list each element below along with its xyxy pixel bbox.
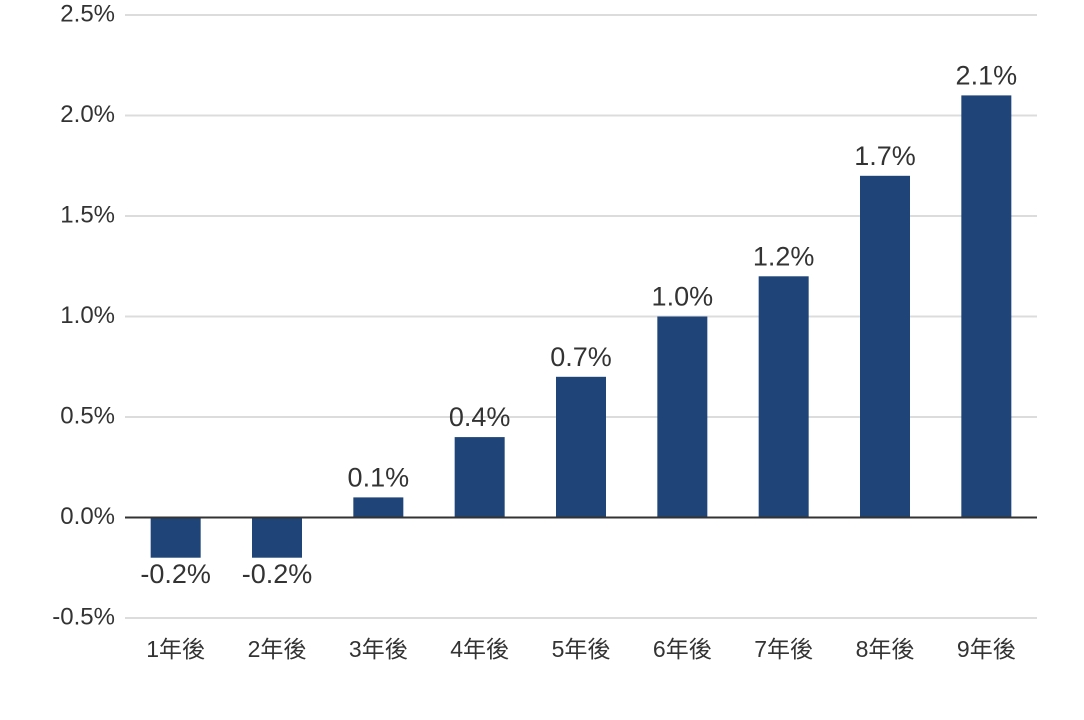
bar <box>353 497 404 518</box>
y-tick-label: 2.0% <box>60 101 115 128</box>
x-tick-label: 9年後 <box>957 636 1016 662</box>
x-tick-label: 1年後 <box>146 636 205 662</box>
y-tick-label: 1.5% <box>60 201 115 228</box>
value-label: 0.1% <box>348 463 410 493</box>
bar <box>252 517 302 558</box>
x-tick-label: 2年後 <box>248 636 307 662</box>
y-tick-label: -0.5% <box>52 603 115 630</box>
bar <box>961 95 1012 518</box>
value-label: 1.7% <box>854 141 916 171</box>
x-tick-label: 7年後 <box>754 636 813 662</box>
bar <box>150 517 201 558</box>
y-tick-label: 2.5% <box>60 0 115 27</box>
bar <box>758 276 809 518</box>
bar <box>860 175 910 518</box>
value-label: -0.2% <box>140 559 211 589</box>
y-tick-label: 0.5% <box>60 402 115 429</box>
x-tick-label: 8年後 <box>856 636 915 662</box>
value-label: 0.4% <box>449 402 511 432</box>
x-tick-label: 6年後 <box>653 636 712 662</box>
bar <box>454 437 505 518</box>
x-tick-label: 3年後 <box>349 636 408 662</box>
x-tick-label: 5年後 <box>552 636 611 662</box>
bar <box>657 316 708 518</box>
value-label: 1.2% <box>753 241 815 271</box>
value-label: 0.7% <box>550 342 612 372</box>
y-tick-label: 1.0% <box>60 302 115 329</box>
x-tick-label: 4年後 <box>450 636 509 662</box>
y-tick-label: 0.0% <box>60 503 115 530</box>
value-label: 2.1% <box>956 61 1018 91</box>
value-label: -0.2% <box>242 559 313 589</box>
bar <box>556 376 606 518</box>
value-label: 1.0% <box>652 282 714 312</box>
